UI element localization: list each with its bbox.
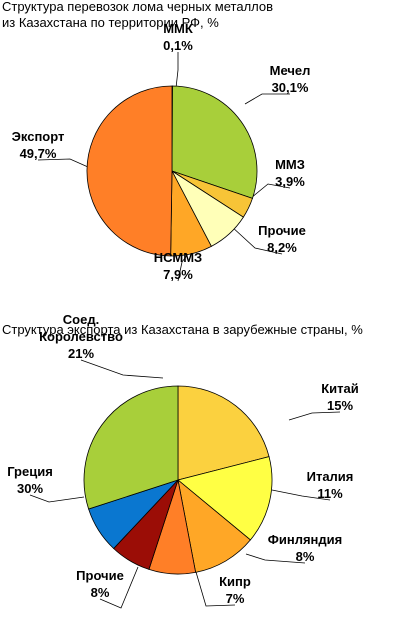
chart2-label-3-line-1: 8% <box>296 549 315 564</box>
chart2-label-1-line-0: Китай <box>321 381 359 396</box>
chart2-leader-2 <box>271 489 331 501</box>
chart2-label-6-line-0: Греция <box>7 464 53 479</box>
chart2-label-1-line-1: 15% <box>327 398 353 413</box>
chart1-label-5: Экспорт 49,7% <box>12 129 65 161</box>
chart2-label-0-line-0: Соед. <box>63 312 99 327</box>
chart1-label-2-line-0: ММЗ <box>275 157 305 172</box>
chart1-label-0-line-1: 0,1% <box>163 38 193 53</box>
chart1-label-3-line-1: 8,2% <box>267 240 297 255</box>
chart1-slice-1 <box>171 85 258 199</box>
chart2-label-4-line-0: Кипр <box>219 574 251 589</box>
chart2-label-5-line-1: 8% <box>91 585 110 600</box>
chart1-label-2-line-1: 3,9% <box>275 174 305 189</box>
chart1-title-line1: Структура перевозок лома черных металлов <box>2 0 274 14</box>
chart1-label-2: ММЗ 3,9% <box>275 157 305 189</box>
chart2-label-2: Италия 11% <box>307 469 354 501</box>
chart2-label-0-line-1: Королевство <box>39 329 123 344</box>
chart2-label-1: Китай 15% <box>321 381 359 413</box>
chart2-slice-1 <box>177 456 273 541</box>
chart1-leader-0 <box>175 52 179 89</box>
chart1-label-3: Прочие 8,2% <box>258 223 306 255</box>
chart2-leader-5 <box>99 566 139 609</box>
chart1-label-5-line-0: Экспорт <box>12 129 65 144</box>
chart2-label-4: Кипр 7% <box>219 574 251 606</box>
chart1-leader-2 <box>250 183 291 199</box>
chart2-label-4-line-1: 7% <box>226 591 245 606</box>
chart2-label-3-line-0: Финляндия <box>268 532 342 547</box>
chart1-label-3-line-0: Прочие <box>258 223 306 238</box>
chart1-label-4-line-1: 7,9% <box>163 267 193 282</box>
chart2-leader-1 <box>288 411 341 421</box>
chart2-leader-6 <box>29 494 85 503</box>
chart2-label-0: Соед. Королевство 21% <box>39 312 123 361</box>
chart1-leader-3 <box>230 225 283 255</box>
chart2-label-2-line-0: Италия <box>307 469 354 484</box>
chart1-label-1-line-0: Мечел <box>270 63 311 78</box>
chart1-slice-5 <box>86 85 173 257</box>
chart2-leader-0 <box>80 359 164 379</box>
chart1-leader-1 <box>244 93 290 105</box>
chart2-label-0-line-2: 21% <box>68 346 94 361</box>
chart1-label-0-line-0: ММК <box>163 21 193 36</box>
chart1-title-line2: из Казахстана по территории РФ, % <box>2 15 219 30</box>
chart1-leader-4 <box>177 253 189 282</box>
chart1-pie-svg: ММК 0,1% Мечел 30,1% ММЗ 3,9% Прочие 8,2% НСММЗ 7… <box>12 21 311 282</box>
chart2-leader-3 <box>245 553 306 564</box>
chart2-slice-0 <box>177 385 270 481</box>
chart1-label-4: НСММЗ 7,9% <box>154 250 202 282</box>
chart2-label-6: Греция 30% <box>7 464 53 496</box>
chart1-label-1: Мечел 30,1% <box>270 63 311 95</box>
chart2-slice-6 <box>83 385 179 510</box>
chart1-label-5-line-1: 49,7% <box>20 146 57 161</box>
chart1-leader-5 <box>37 158 89 168</box>
chart2-leader-4 <box>195 571 236 607</box>
chart1-label-4-line-0: НСММЗ <box>154 250 202 265</box>
chart1-label-1-line-1: 30,1% <box>272 80 309 95</box>
chart2-title: Структура экспорта из Казахстана в заруб… <box>2 322 363 337</box>
chart2-label-2-line-1: 11% <box>317 486 343 501</box>
chart1-label-0: ММК 0,1% <box>163 21 193 53</box>
chart2-label-3: Финляндия 8% <box>268 532 342 564</box>
chart2-label-5: Прочие 8% <box>76 568 124 600</box>
chart2-label-5-line-0: Прочие <box>76 568 124 583</box>
chart2-label-6-line-1: 30% <box>17 481 43 496</box>
chart2-slice-2 <box>177 478 251 573</box>
